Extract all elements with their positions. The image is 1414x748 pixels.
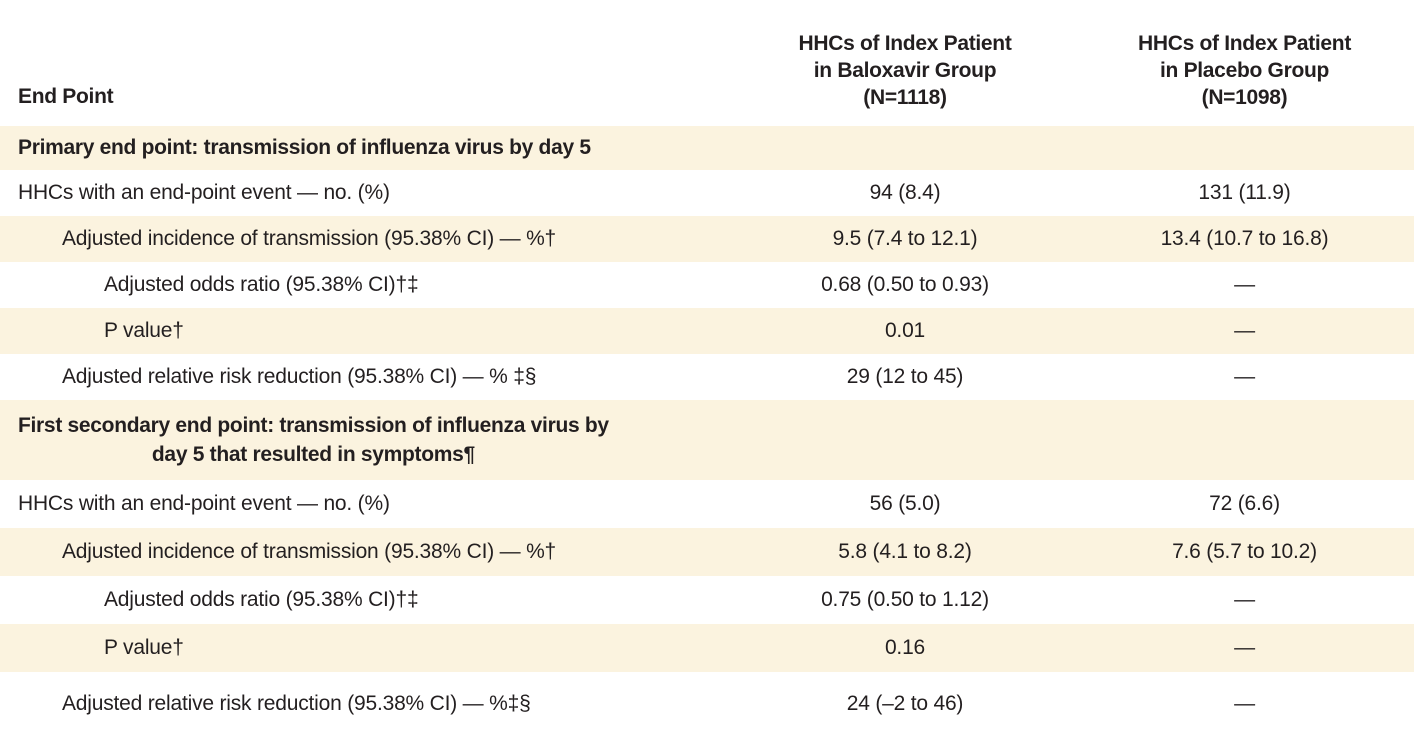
row-label: Adjusted incidence of transmission (95.3…: [62, 227, 557, 251]
table-header-row: End Point HHCs of Index Patient in Balox…: [0, 0, 1414, 126]
table-row: P value† 0.16 —: [0, 624, 1414, 672]
section-header-label: Primary end point: transmission of influ…: [18, 136, 591, 160]
baloxavir-value-cell: 94 (8.4): [869, 181, 941, 204]
row-label: Adjusted incidence of transmission (95.3…: [62, 540, 557, 564]
table-row: Adjusted odds ratio (95.38% CI)†‡ 0.68 (…: [0, 262, 1414, 308]
column-header-end-point: End Point: [18, 85, 114, 108]
row-label: Adjusted relative risk reduction (95.38%…: [62, 692, 531, 716]
baloxavir-value-cell: 56 (5.0): [869, 492, 941, 515]
column-header-placebo-group: HHCs of Index Patient in Placebo Group (…: [1137, 32, 1352, 109]
baloxavir-value-cell: 0.16: [884, 636, 926, 659]
table-row: P value† 0.01 —: [0, 308, 1414, 354]
baloxavir-value-cell: 24 (–2 to 46): [846, 692, 964, 715]
table-row: Adjusted incidence of transmission (95.3…: [0, 216, 1414, 262]
section-header-label: First secondary end point: transmission …: [18, 414, 609, 466]
column-header-baloxavir-group: HHCs of Index Patient in Baloxavir Group…: [798, 32, 1012, 109]
table-row: Adjusted relative risk reduction (95.38%…: [0, 354, 1414, 400]
section-header-first-secondary-end-point: First secondary end point: transmission …: [0, 400, 1414, 480]
placebo-value-cell: —: [1234, 319, 1255, 342]
row-label: P value†: [104, 319, 184, 343]
baloxavir-value-cell: 5.8 (4.1 to 8.2): [838, 540, 972, 563]
placebo-value-cell: —: [1234, 692, 1255, 715]
row-label: Adjusted odds ratio (95.38% CI)†‡: [104, 273, 419, 297]
row-label: HHCs with an end-point event — no. (%): [18, 492, 390, 516]
placebo-value-cell: 131 (11.9): [1198, 181, 1291, 204]
row-label: P value†: [104, 636, 184, 660]
placebo-value-cell: —: [1234, 588, 1255, 611]
baloxavir-value-cell: 9.5 (7.4 to 12.1): [832, 227, 978, 250]
table-row: HHCs with an end-point event — no. (%) 9…: [0, 170, 1414, 216]
table-row: HHCs with an end-point event — no. (%) 5…: [0, 480, 1414, 528]
baloxavir-value-cell: 0.01: [884, 319, 926, 342]
table-row: Adjusted relative risk reduction (95.38%…: [0, 672, 1414, 736]
placebo-value-cell: 72 (6.6): [1209, 492, 1280, 515]
baloxavir-value-cell: 29 (12 to 45): [846, 365, 964, 388]
baloxavir-value-cell: 0.75 (0.50 to 1.12): [821, 588, 989, 611]
placebo-value-cell: 13.4 (10.7 to 16.8): [1160, 227, 1329, 250]
table-row: Adjusted odds ratio (95.38% CI)†‡ 0.75 (…: [0, 576, 1414, 624]
row-label: HHCs with an end-point event — no. (%): [18, 181, 390, 205]
row-label: Adjusted relative risk reduction (95.38%…: [62, 365, 537, 389]
placebo-value-cell: —: [1234, 636, 1255, 659]
placebo-value-cell: 7.6 (5.7 to 10.2): [1172, 540, 1317, 563]
placebo-value-cell: —: [1234, 273, 1255, 296]
baloxavir-value-cell: 0.68 (0.50 to 0.93): [821, 273, 989, 296]
placebo-value-cell: —: [1234, 365, 1255, 388]
row-label: Adjusted odds ratio (95.38% CI)†‡: [104, 588, 419, 612]
section-header-primary-end-point: Primary end point: transmission of influ…: [0, 126, 1414, 170]
table-row: Adjusted incidence of transmission (95.3…: [0, 528, 1414, 576]
